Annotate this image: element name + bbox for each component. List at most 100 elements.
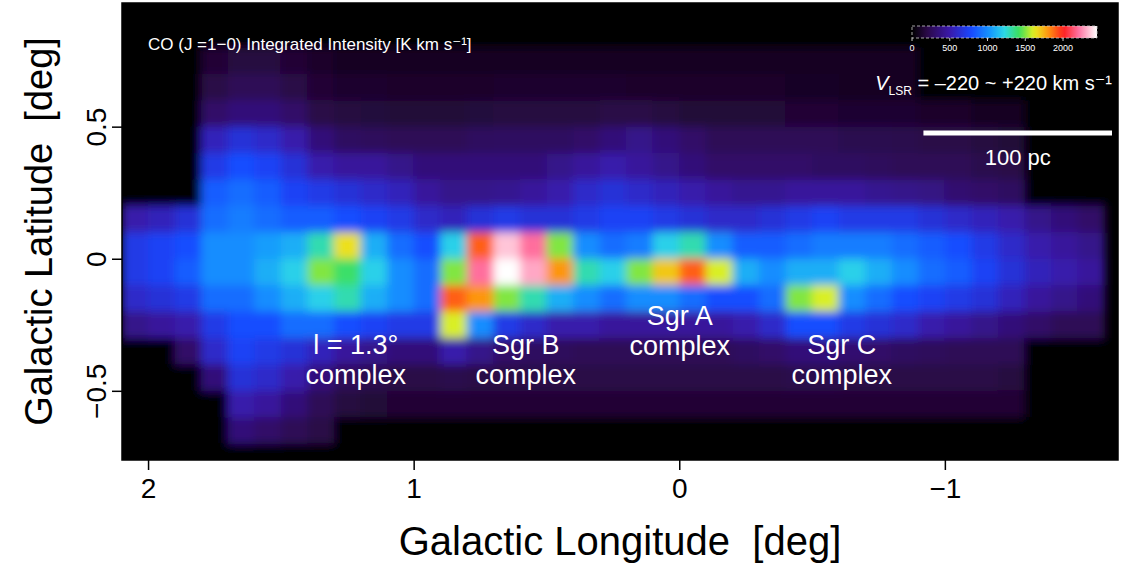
cell (918, 444, 946, 460)
cell (786, 285, 814, 312)
cell (759, 338, 787, 365)
y-tick (112, 391, 122, 393)
cell (600, 127, 628, 154)
cell (918, 417, 946, 444)
cell (334, 153, 362, 180)
cell (467, 127, 495, 154)
cell (1078, 312, 1106, 339)
velocity-subscript: LSR (889, 84, 913, 98)
cell (361, 100, 389, 127)
cell (1051, 391, 1079, 418)
cell (865, 444, 893, 460)
cell (1051, 285, 1079, 312)
cell (759, 259, 787, 286)
cell (254, 312, 282, 339)
cell (546, 153, 574, 180)
cell (945, 417, 973, 444)
cell (175, 153, 203, 180)
cell (1025, 364, 1053, 391)
cell (971, 338, 999, 365)
cell (1051, 364, 1079, 391)
cell (546, 417, 574, 444)
cell (122, 312, 149, 339)
cell (653, 153, 681, 180)
cell (1025, 285, 1053, 312)
cell (546, 391, 574, 418)
cell (361, 259, 389, 286)
cell (520, 285, 548, 312)
cell (175, 312, 203, 339)
cell (228, 338, 256, 365)
cell (626, 179, 654, 206)
cell (281, 74, 309, 101)
cell (493, 179, 521, 206)
cell (653, 259, 681, 286)
cell (679, 74, 707, 101)
cell (839, 127, 867, 154)
velocity-text: = –220 ~ +220 km s⁻¹ (912, 72, 1112, 94)
cell (732, 417, 760, 444)
cell (281, 127, 309, 154)
cell (998, 417, 1026, 444)
cell (1025, 259, 1053, 286)
cell (706, 417, 734, 444)
cell (839, 444, 867, 460)
cell (573, 232, 601, 259)
cell (626, 47, 654, 74)
y-tick-label: 0 (81, 251, 112, 267)
cell (945, 312, 973, 339)
cell (201, 100, 229, 127)
cell (493, 206, 521, 233)
cell (148, 312, 176, 339)
cell (1025, 179, 1053, 206)
cell (254, 74, 282, 101)
cell (732, 21, 760, 48)
cell (653, 206, 681, 233)
cell (520, 206, 548, 233)
cell (653, 232, 681, 259)
cell (865, 285, 893, 312)
cell (414, 417, 442, 444)
cell (679, 391, 707, 418)
cell (1051, 206, 1079, 233)
cell (626, 444, 654, 460)
cell (201, 206, 229, 233)
cell (918, 232, 946, 259)
cell (254, 417, 282, 444)
cell (706, 74, 734, 101)
cell (812, 206, 840, 233)
cell (493, 232, 521, 259)
cell (971, 232, 999, 259)
cell (546, 47, 574, 74)
cell (361, 153, 389, 180)
cell (1025, 312, 1053, 339)
cell (600, 444, 628, 460)
cell (281, 206, 309, 233)
cell (918, 259, 946, 286)
cell (653, 74, 681, 101)
cell (361, 127, 389, 154)
cell (945, 338, 973, 365)
cell (414, 312, 442, 339)
cell (440, 179, 468, 206)
cell (679, 444, 707, 460)
cell (520, 417, 548, 444)
cell (626, 364, 654, 391)
cell (626, 391, 654, 418)
cell (706, 21, 734, 48)
cell (653, 444, 681, 460)
cell (148, 74, 176, 101)
cell (546, 74, 574, 101)
cell (1078, 391, 1106, 418)
cell (414, 285, 442, 312)
cell (493, 391, 521, 418)
cell (440, 417, 468, 444)
cell (122, 338, 149, 365)
cell (201, 179, 229, 206)
cell (361, 232, 389, 259)
cell (998, 444, 1026, 460)
cell (334, 391, 362, 418)
cell (387, 444, 415, 460)
cell (281, 100, 309, 127)
cell (175, 391, 203, 418)
